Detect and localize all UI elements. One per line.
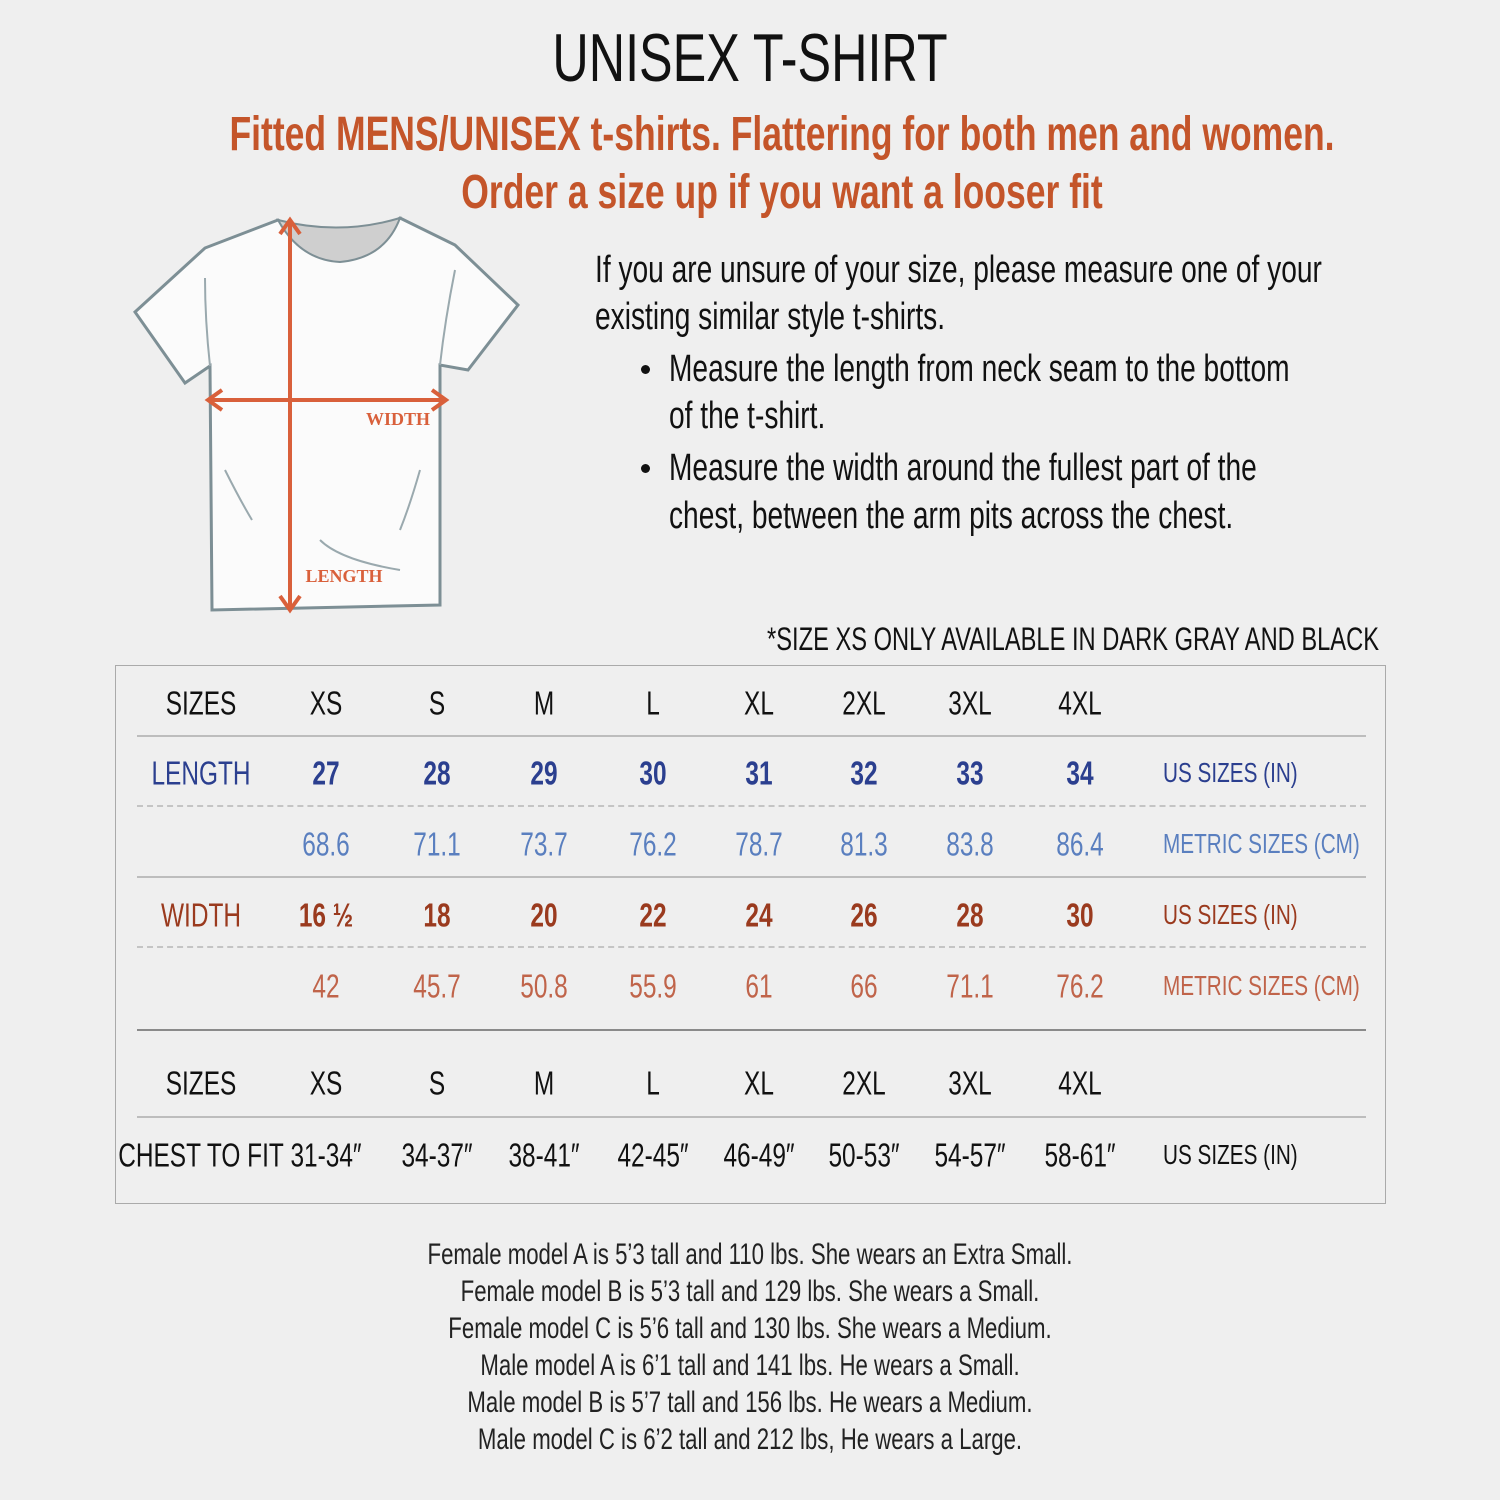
size-header-2-cell: 4XL [1058, 1064, 1102, 1102]
tshirt-diagram: WIDTH LENGTH [133, 216, 521, 614]
length-cm-cell: 76.2 [629, 825, 677, 863]
size-header-2-cell: L [646, 1064, 660, 1102]
length-in-cell: 32 [850, 754, 878, 792]
model-info-line: Female model A is 5’3 tall and 110 lbs. … [427, 1238, 1073, 1271]
size-header-cell: S [428, 684, 446, 722]
model-info-line: Male model C is 6’2 tall and 212 lbs, He… [477, 1423, 1023, 1456]
width-cm-cell: 61 [745, 967, 773, 1005]
length-cm-cell: 83.8 [946, 825, 994, 863]
chest-to-fit-cell: 58-61″ [1044, 1136, 1116, 1174]
subtitle-line-1: Fitted MENS/UNISEX t-shirts. Flattering … [229, 108, 1335, 161]
size-header-2-row-label: SIZES [165, 1064, 237, 1102]
size-header-2-cell: XS [309, 1064, 343, 1102]
bullet-2-line-2: chest, between the arm pits across the c… [669, 495, 1234, 537]
width-in-cell: 22 [639, 896, 667, 934]
width-cm-unit: METRIC SIZES (CM) [1163, 970, 1360, 1001]
subtitle-line-2: Order a size up if you want a looser fit [461, 166, 1103, 219]
width-in-cell: 28 [956, 896, 984, 934]
divider [137, 876, 1366, 878]
length-cm-unit: METRIC SIZES (CM) [1163, 828, 1360, 859]
size-table [115, 665, 1386, 1204]
divider [137, 805, 1366, 807]
width-in-row-label: WIDTH [160, 896, 242, 934]
width-in-cell: 26 [850, 896, 878, 934]
length-cm-cell: 86.4 [1056, 825, 1104, 863]
divider [137, 946, 1366, 948]
width-cm-cell: 76.2 [1056, 967, 1104, 1005]
availability-note: *SIZE XS ONLY AVAILABLE IN DARK GRAY AND… [767, 621, 1379, 657]
width-cm-cell: 71.1 [946, 967, 994, 1005]
length-in-cell: 33 [956, 754, 984, 792]
length-in-cell: 31 [745, 754, 773, 792]
divider [137, 1029, 1366, 1031]
length-in-cell: 27 [312, 754, 340, 792]
bullet-icon [641, 464, 650, 473]
page-title: UNISEX T-SHIRT [552, 20, 948, 96]
chest-to-fit-cell: 54-57″ [934, 1136, 1006, 1174]
length-cm-cell: 71.1 [413, 825, 461, 863]
chest-to-fit-cell: 38-41″ [508, 1136, 580, 1174]
model-info-line: Female model B is 5’3 tall and 129 lbs. … [460, 1275, 1040, 1308]
size-header-cell: 2XL [842, 684, 886, 722]
intro-line-2: existing similar style t-shirts. [595, 296, 946, 338]
bullet-1-line-2: of the t-shirt. [669, 395, 826, 437]
size-header-cell: 3XL [948, 684, 992, 722]
size-header-2-cell: 3XL [948, 1064, 992, 1102]
length-label: LENGTH [305, 566, 382, 586]
model-info-line: Female model C is 5’6 tall and 130 lbs. … [448, 1312, 1052, 1345]
chest-to-fit-cell: 34-37″ [401, 1136, 473, 1174]
chest-to-fit-cell: 42-45″ [617, 1136, 689, 1174]
model-info-line: Male model B is 5’7 tall and 156 lbs. He… [467, 1386, 1033, 1419]
length-in-unit: US SIZES (IN) [1163, 757, 1298, 788]
length-in-cell: 28 [423, 754, 451, 792]
size-header-2-cell: M [533, 1064, 555, 1102]
length-cm-cell: 68.6 [302, 825, 350, 863]
size-header-cell: M [533, 684, 555, 722]
length-in-cell: 29 [530, 754, 558, 792]
width-label: WIDTH [366, 409, 430, 429]
width-in-cell: 18 [423, 896, 451, 934]
width-cm-cell: 66 [850, 967, 878, 1005]
bullet-icon [641, 365, 650, 374]
width-cm-cell: 55.9 [629, 967, 677, 1005]
bullet-2-line-1: Measure the width around the fullest par… [669, 447, 1257, 489]
size-header-cell: 4XL [1058, 684, 1102, 722]
width-cm-cell: 45.7 [413, 967, 461, 1005]
intro-line-1: If you are unsure of your size, please m… [595, 249, 1322, 291]
size-header-2-cell: S [428, 1064, 446, 1102]
divider [137, 735, 1366, 737]
length-cm-cell: 73.7 [520, 825, 568, 863]
size-header-2-cell: 2XL [842, 1064, 886, 1102]
width-cm-cell: 50.8 [520, 967, 568, 1005]
width-in-unit: US SIZES (IN) [1163, 899, 1298, 930]
width-cm-cell: 42 [312, 967, 340, 1005]
model-info-line: Male model A is 6’1 tall and 141 lbs. He… [480, 1349, 1020, 1382]
size-header-cell: L [646, 684, 660, 722]
length-cm-cell: 78.7 [735, 825, 783, 863]
bullet-1-line-1: Measure the length from neck seam to the… [669, 348, 1290, 390]
width-arrow-icon [204, 388, 450, 412]
chest-to-fit-cell: 50-53″ [828, 1136, 900, 1174]
chest-to-fit-row-label: CHEST TO FIT [118, 1136, 284, 1174]
length-cm-cell: 81.3 [840, 825, 888, 863]
size-header-row-label: SIZES [165, 684, 237, 722]
length-arrow-icon [278, 216, 302, 614]
width-in-cell: 16 ½ [298, 896, 354, 934]
size-header-cell: XL [744, 684, 774, 722]
width-in-cell: 20 [530, 896, 558, 934]
width-in-cell: 24 [745, 896, 773, 934]
tshirt-outline [133, 216, 521, 612]
length-in-cell: 34 [1066, 754, 1094, 792]
chest-to-fit-cell: 46-49″ [723, 1136, 795, 1174]
divider [137, 1116, 1366, 1118]
length-in-cell: 30 [639, 754, 667, 792]
chest-to-fit-unit: US SIZES (IN) [1163, 1139, 1298, 1170]
size-header-2-cell: XL [744, 1064, 774, 1102]
width-in-cell: 30 [1066, 896, 1094, 934]
length-in-row-label: LENGTH [151, 754, 251, 792]
chest-to-fit-cell: 31-34″ [290, 1136, 362, 1174]
size-header-cell: XS [309, 684, 343, 722]
